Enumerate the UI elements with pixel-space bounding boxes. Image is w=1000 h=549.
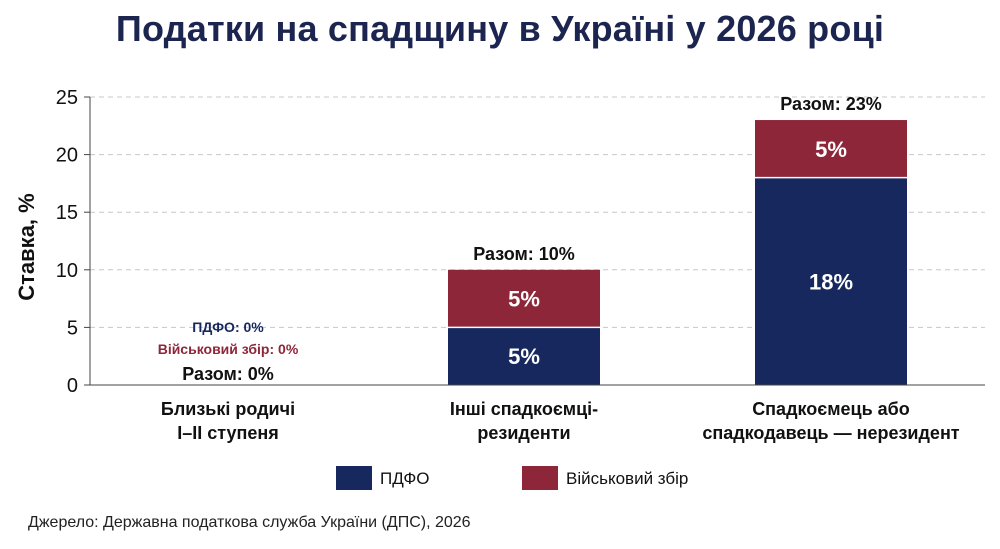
- y-axis-label: Ставка, %: [14, 193, 39, 300]
- bar-segment: [755, 120, 907, 178]
- legend-label: Військовий збір: [566, 469, 688, 488]
- total-label: Разом: 0%: [182, 364, 274, 384]
- y-tick-label: 10: [56, 260, 78, 282]
- y-tick-label: 5: [67, 317, 78, 339]
- x-category-label: резиденти: [477, 423, 570, 443]
- bar-segment: [755, 177, 907, 385]
- labels: ПДФО: 0% Військовий збір: 0% Разом: 0% Близ…: [158, 94, 960, 443]
- total-label: Разом: 23%: [780, 94, 882, 114]
- legend-swatch: [522, 466, 558, 490]
- chart-title: Податки на спадщину в Україні у 2026 роц…: [115, 8, 885, 49]
- bar-segment: [448, 269, 600, 328]
- total-label: Разом: 10%: [473, 244, 575, 264]
- x-category-label: I–II ступеня: [177, 423, 279, 443]
- legend-label: ПДФО: [380, 469, 430, 488]
- legend-swatch: [336, 466, 372, 490]
- series-zero-label: ПДФО: 0%: [192, 319, 264, 335]
- segment-value-label: 5%: [815, 137, 847, 162]
- y-tick-label: 0: [67, 375, 78, 397]
- x-category-label: Інші спадкоємці-: [450, 399, 598, 419]
- bar-segment: [448, 327, 600, 385]
- segment-value-label: 5%: [508, 344, 540, 369]
- series-zero-label: Військовий збір: 0%: [158, 341, 299, 357]
- y-tick-label: 15: [56, 202, 78, 224]
- x-category-label: спадкодавець — нерезидент: [702, 423, 959, 443]
- segment-value-label: 18%: [809, 269, 853, 294]
- bars: [448, 120, 907, 385]
- y-tick-label: 20: [56, 145, 78, 167]
- source-note: Джерело: Державна податкова служба Украї…: [28, 514, 471, 531]
- x-category-label: Близькі родичі: [161, 399, 295, 419]
- x-category-label: Спадкоємець або: [752, 399, 910, 419]
- segment-value-label: 5%: [508, 287, 540, 312]
- y-tick-label: 25: [56, 87, 78, 109]
- legend: ПДФО Військовий збір: [336, 466, 688, 490]
- axes: 0 5 10 15 20 25 Ставка, %: [14, 87, 985, 397]
